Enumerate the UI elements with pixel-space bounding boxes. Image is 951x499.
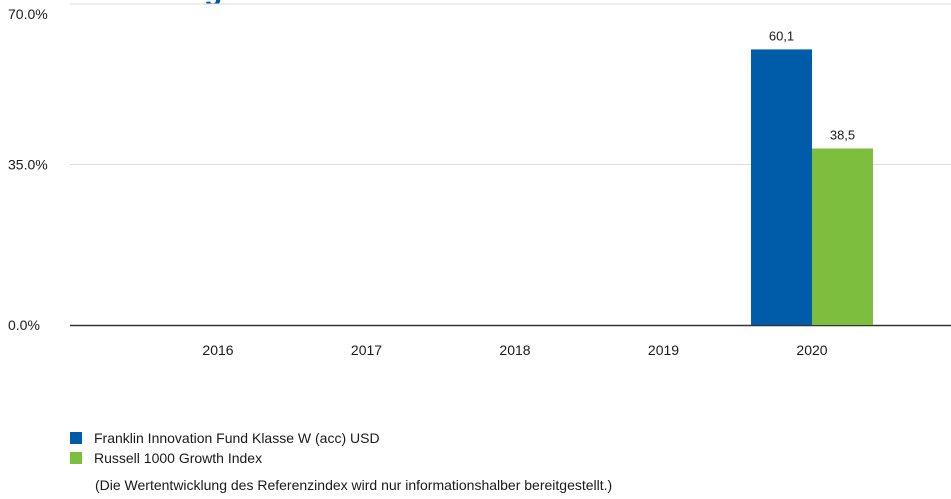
y-tick-label: 35.0% <box>8 157 48 173</box>
x-tick-label: 2016 <box>202 342 233 358</box>
legend-swatch-index <box>70 452 82 464</box>
x-tick-label: 2017 <box>351 342 382 358</box>
title-fragment-glyph: g <box>204 0 222 4</box>
x-tick-label: 2018 <box>499 342 530 358</box>
reference-index-note: (Die Wertentwicklung des Referenzindex w… <box>95 477 613 493</box>
legend-swatch-fund <box>70 432 82 444</box>
x-tick-label: 2019 <box>648 342 679 358</box>
y-tick-label: 0.0% <box>8 317 40 333</box>
legend-item-fund: Franklin Innovation Fund Klasse W (acc) … <box>70 428 380 448</box>
legend: Franklin Innovation Fund Klasse W (acc) … <box>70 428 380 468</box>
bar <box>751 49 812 326</box>
y-tick-label: 70.0% <box>8 6 48 22</box>
bar <box>812 148 873 325</box>
legend-label-fund: Franklin Innovation Fund Klasse W (acc) … <box>94 430 380 446</box>
x-tick-label: 2020 <box>796 342 827 358</box>
svg-text:g: g <box>204 0 222 4</box>
bar-chart: 0.0% 35.0% 70.0% 2016 2017 2018 2019 2020 60,1 38… <box>8 3 951 358</box>
title-fragment: g <box>200 0 270 4</box>
legend-label-index: Russell 1000 Growth Index <box>94 450 263 466</box>
legend-item-index: Russell 1000 Growth Index <box>70 448 380 468</box>
data-label: 38,5 <box>830 127 855 142</box>
data-label: 60,1 <box>769 28 794 43</box>
